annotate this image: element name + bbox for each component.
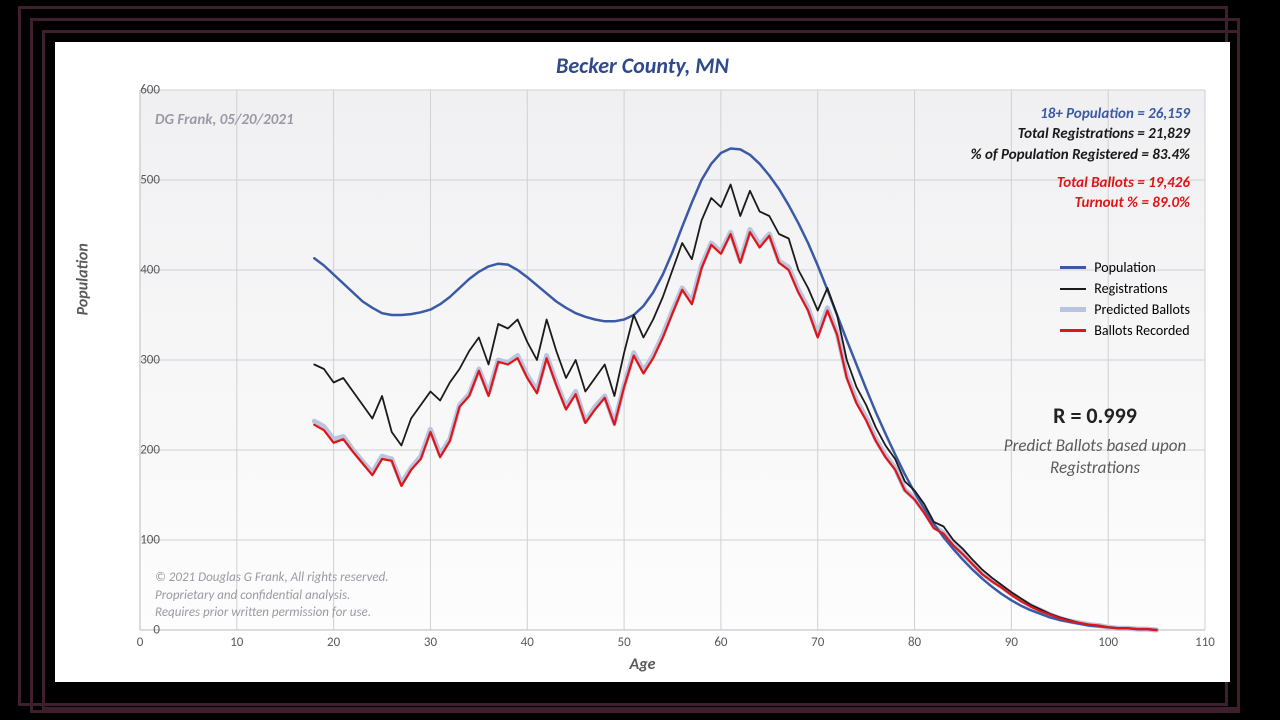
stat-pct-registered: % of Population Registered = 83.4% [971,145,1190,165]
legend-item-ballots: Ballots Recorded [1060,320,1190,341]
x-tick-label: 30 [424,635,437,650]
x-tick-label: 80 [908,635,921,650]
y-tick-label: 300 [120,353,160,368]
y-tick-label: 400 [120,263,160,278]
x-tick-label: 110 [1195,635,1215,650]
stats-block: 18+ Population = 26,159 Total Registrati… [971,104,1190,213]
x-tick-label: 90 [1005,635,1018,650]
x-tick-label: 50 [617,635,630,650]
copyright-line-1: © 2021 Douglas G Frank, All rights reser… [155,569,389,587]
stat-registrations: Total Registrations = 21,829 [971,124,1190,144]
x-tick-label: 20 [327,635,340,650]
x-tick-label: 70 [811,635,824,650]
copyright-block: © 2021 Douglas G Frank, All rights reser… [155,569,389,622]
x-axis-label: Age [55,655,1230,674]
legend-item-predicted: Predicted Ballots [1060,299,1190,320]
x-tick-label: 10 [230,635,243,650]
copyright-line-2: Proprietary and confidential analysis. [155,587,389,605]
y-tick-label: 500 [120,173,160,188]
copyright-line-3: Requires prior written permission for us… [155,604,389,622]
series-line-population [314,149,1156,631]
legend-item-population: Population [1060,257,1190,278]
attribution-text: DG Frank, 05/20/2021 [155,110,294,130]
stat-turnout: Turnout % = 89.0% [971,193,1190,213]
r-value: R = 0.999 [1000,402,1190,429]
x-tick-label: 100 [1098,635,1118,650]
correlation-block: R = 0.999 Predict Ballots based upon Reg… [1000,402,1190,479]
y-tick-label: 100 [120,533,160,548]
chart-canvas: Becker County, MN 0 10 20 30 40 50 60 70 80 90 100… [55,42,1230,682]
legend-label: Registrations [1094,278,1167,299]
y-tick-label: 600 [120,83,160,98]
y-axis-label: Population [74,243,93,315]
x-tick-label: 60 [714,635,727,650]
legend: Population Registrations Predicted Ballo… [1060,257,1190,341]
legend-label: Population [1094,257,1155,278]
stat-population: 18+ Population = 26,159 [971,104,1190,124]
legend-item-registrations: Registrations [1060,278,1190,299]
y-tick-label: 0 [120,623,160,638]
legend-label: Ballots Recorded [1094,320,1189,341]
stat-ballots: Total Ballots = 19,426 [971,173,1190,193]
legend-label: Predicted Ballots [1094,299,1190,320]
y-tick-label: 200 [120,443,160,458]
x-tick-label: 40 [521,635,534,650]
chart-title: Becker County, MN [55,52,1230,79]
r-description: Predict Ballots based upon Registrations [1000,435,1190,479]
